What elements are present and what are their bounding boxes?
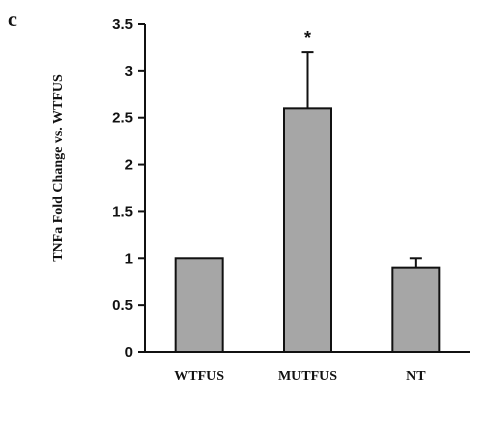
significance-marker: * xyxy=(304,28,311,48)
bars xyxy=(174,107,441,354)
annotations: * xyxy=(304,28,311,48)
y-tick-label: 0 xyxy=(125,344,133,361)
y-tick-label: 0.5 xyxy=(112,297,133,314)
x-tick-label: NT xyxy=(406,369,426,384)
y-axis-label: TNFa Fold Change vs. WTFUS xyxy=(51,74,66,262)
bar-mutfus xyxy=(283,107,332,354)
error-bars xyxy=(301,51,422,268)
x-tick-label: WTFUS xyxy=(174,369,224,384)
y-tick-label: 2.5 xyxy=(112,110,133,127)
y-tick-label: 2 xyxy=(125,157,133,174)
x-tick-label: MUTFUS xyxy=(278,369,337,384)
bar-nt xyxy=(391,266,441,353)
y-tick-label: 1 xyxy=(125,250,133,267)
y-tick-labels: 0 0.5 1 1.5 2 2.5 3 3.5 xyxy=(112,16,133,361)
x-tick-labels: WTFUS MUTFUS NT xyxy=(174,369,426,384)
bar-wtfus xyxy=(174,257,224,353)
y-tick-label: 3 xyxy=(125,63,133,80)
y-tick-label: 3.5 xyxy=(112,16,133,33)
panel-label: c xyxy=(8,9,17,31)
y-tick-label: 1.5 xyxy=(112,203,133,220)
